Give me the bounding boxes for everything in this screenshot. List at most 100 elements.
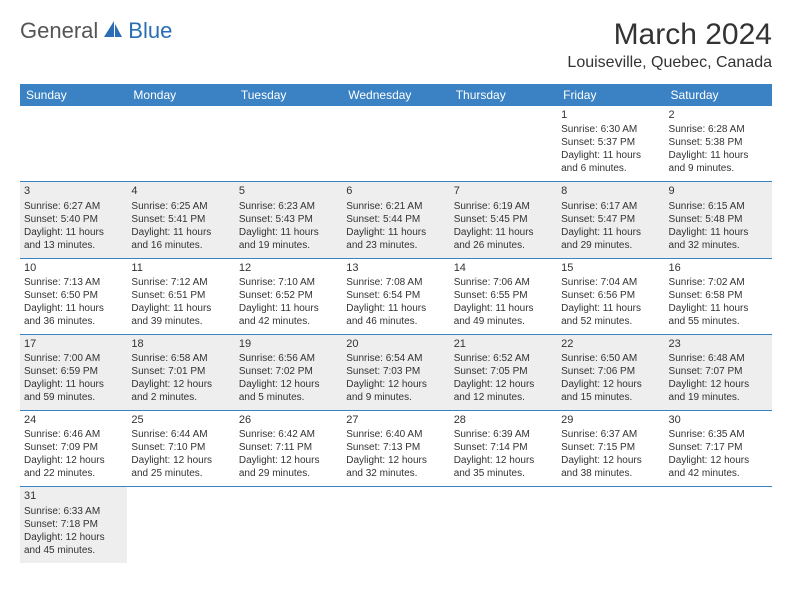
day-detail: Sunset: 5:37 PM: [561, 136, 660, 149]
calendar-row: 1Sunrise: 6:30 AMSunset: 5:37 PMDaylight…: [20, 106, 772, 182]
day-number: 4: [131, 184, 230, 198]
day-number: 28: [454, 413, 553, 427]
day-detail: Daylight: 11 hours: [239, 226, 338, 239]
calendar-row: 24Sunrise: 6:46 AMSunset: 7:09 PMDayligh…: [20, 411, 772, 487]
day-detail: Sunset: 6:56 PM: [561, 289, 660, 302]
day-detail: Sunrise: 6:19 AM: [454, 200, 553, 213]
day-number: 16: [669, 261, 768, 275]
day-number: 29: [561, 413, 660, 427]
day-number: 25: [131, 413, 230, 427]
day-detail: Daylight: 12 hours: [24, 454, 123, 467]
day-detail: and 52 minutes.: [561, 315, 660, 328]
calendar-cell: 28Sunrise: 6:39 AMSunset: 7:14 PMDayligh…: [450, 411, 557, 487]
day-detail: Sunset: 5:38 PM: [669, 136, 768, 149]
day-detail: Sunrise: 6:28 AM: [669, 123, 768, 136]
day-number: 12: [239, 261, 338, 275]
day-detail: Sunrise: 6:33 AM: [24, 505, 123, 518]
day-detail: Sunset: 7:14 PM: [454, 441, 553, 454]
day-detail: Sunset: 7:17 PM: [669, 441, 768, 454]
day-detail: Sunrise: 6:23 AM: [239, 200, 338, 213]
logo-text-part1: General: [20, 18, 98, 44]
day-detail: Sunrise: 7:08 AM: [346, 276, 445, 289]
day-detail: Daylight: 12 hours: [454, 454, 553, 467]
day-detail: Daylight: 11 hours: [131, 302, 230, 315]
day-detail: Sunrise: 6:44 AM: [131, 428, 230, 441]
calendar-cell: 18Sunrise: 6:58 AMSunset: 7:01 PMDayligh…: [127, 334, 234, 410]
day-detail: Sunrise: 6:52 AM: [454, 352, 553, 365]
day-detail: and 9 minutes.: [669, 162, 768, 175]
day-detail: and 39 minutes.: [131, 315, 230, 328]
day-detail: Daylight: 12 hours: [131, 454, 230, 467]
day-detail: Sunrise: 7:04 AM: [561, 276, 660, 289]
calendar-cell: 27Sunrise: 6:40 AMSunset: 7:13 PMDayligh…: [342, 411, 449, 487]
day-detail: and 13 minutes.: [24, 239, 123, 252]
sail-icon: [102, 19, 124, 44]
day-detail: Daylight: 11 hours: [561, 149, 660, 162]
day-detail: and 19 minutes.: [239, 239, 338, 252]
calendar-cell: 24Sunrise: 6:46 AMSunset: 7:09 PMDayligh…: [20, 411, 127, 487]
calendar-cell: 15Sunrise: 7:04 AMSunset: 6:56 PMDayligh…: [557, 258, 664, 334]
day-detail: and 55 minutes.: [669, 315, 768, 328]
day-detail: Sunrise: 6:39 AM: [454, 428, 553, 441]
day-number: 17: [24, 337, 123, 351]
calendar-cell: 2Sunrise: 6:28 AMSunset: 5:38 PMDaylight…: [665, 106, 772, 182]
day-detail: Sunset: 6:58 PM: [669, 289, 768, 302]
day-detail: Sunrise: 6:25 AM: [131, 200, 230, 213]
day-detail: and 35 minutes.: [454, 467, 553, 480]
day-detail: and 22 minutes.: [24, 467, 123, 480]
logo-text-part2: Blue: [128, 18, 172, 44]
calendar-cell: 20Sunrise: 6:54 AMSunset: 7:03 PMDayligh…: [342, 334, 449, 410]
day-detail: and 26 minutes.: [454, 239, 553, 252]
month-title: March 2024: [567, 18, 772, 52]
calendar-cell: 13Sunrise: 7:08 AMSunset: 6:54 PMDayligh…: [342, 258, 449, 334]
title-block: March 2024 Louiseville, Quebec, Canada: [567, 18, 772, 72]
day-detail: Sunset: 7:02 PM: [239, 365, 338, 378]
calendar-cell: 21Sunrise: 6:52 AMSunset: 7:05 PMDayligh…: [450, 334, 557, 410]
day-detail: Sunrise: 6:56 AM: [239, 352, 338, 365]
day-detail: Daylight: 11 hours: [454, 226, 553, 239]
calendar-cell: [450, 106, 557, 182]
day-detail: Daylight: 11 hours: [669, 302, 768, 315]
day-number: 31: [24, 489, 123, 503]
day-detail: Daylight: 11 hours: [24, 302, 123, 315]
day-detail: and 5 minutes.: [239, 391, 338, 404]
day-number: 26: [239, 413, 338, 427]
day-detail: Sunset: 7:10 PM: [131, 441, 230, 454]
day-detail: Sunset: 7:01 PM: [131, 365, 230, 378]
calendar-row: 31Sunrise: 6:33 AMSunset: 7:18 PMDayligh…: [20, 487, 772, 563]
calendar-cell: 8Sunrise: 6:17 AMSunset: 5:47 PMDaylight…: [557, 182, 664, 258]
day-detail: and 42 minutes.: [669, 467, 768, 480]
calendar-cell: [20, 106, 127, 182]
calendar-cell: [127, 106, 234, 182]
calendar-cell: 23Sunrise: 6:48 AMSunset: 7:07 PMDayligh…: [665, 334, 772, 410]
day-detail: Sunset: 5:43 PM: [239, 213, 338, 226]
day-number: 11: [131, 261, 230, 275]
day-detail: Sunset: 7:07 PM: [669, 365, 768, 378]
day-detail: Sunrise: 6:54 AM: [346, 352, 445, 365]
calendar-cell: [342, 106, 449, 182]
day-detail: Sunset: 5:45 PM: [454, 213, 553, 226]
day-detail: and 9 minutes.: [346, 391, 445, 404]
day-detail: Sunrise: 7:13 AM: [24, 276, 123, 289]
calendar-cell: [235, 487, 342, 563]
calendar-cell: 26Sunrise: 6:42 AMSunset: 7:11 PMDayligh…: [235, 411, 342, 487]
day-number: 19: [239, 337, 338, 351]
day-detail: Sunset: 6:51 PM: [131, 289, 230, 302]
calendar-cell: 10Sunrise: 7:13 AMSunset: 6:50 PMDayligh…: [20, 258, 127, 334]
day-detail: Sunset: 7:09 PM: [24, 441, 123, 454]
weekday-header: Saturday: [665, 84, 772, 106]
logo: General Blue: [20, 18, 172, 44]
weekday-header: Sunday: [20, 84, 127, 106]
day-number: 23: [669, 337, 768, 351]
day-detail: Sunrise: 7:10 AM: [239, 276, 338, 289]
weekday-header: Tuesday: [235, 84, 342, 106]
header: General Blue March 2024 Louiseville, Que…: [20, 18, 772, 72]
day-detail: Sunset: 6:50 PM: [24, 289, 123, 302]
day-detail: Sunrise: 7:12 AM: [131, 276, 230, 289]
day-detail: Sunrise: 6:37 AM: [561, 428, 660, 441]
calendar-cell: 12Sunrise: 7:10 AMSunset: 6:52 PMDayligh…: [235, 258, 342, 334]
day-number: 14: [454, 261, 553, 275]
day-detail: Daylight: 11 hours: [131, 226, 230, 239]
day-detail: Sunrise: 6:27 AM: [24, 200, 123, 213]
day-detail: and 45 minutes.: [24, 544, 123, 557]
